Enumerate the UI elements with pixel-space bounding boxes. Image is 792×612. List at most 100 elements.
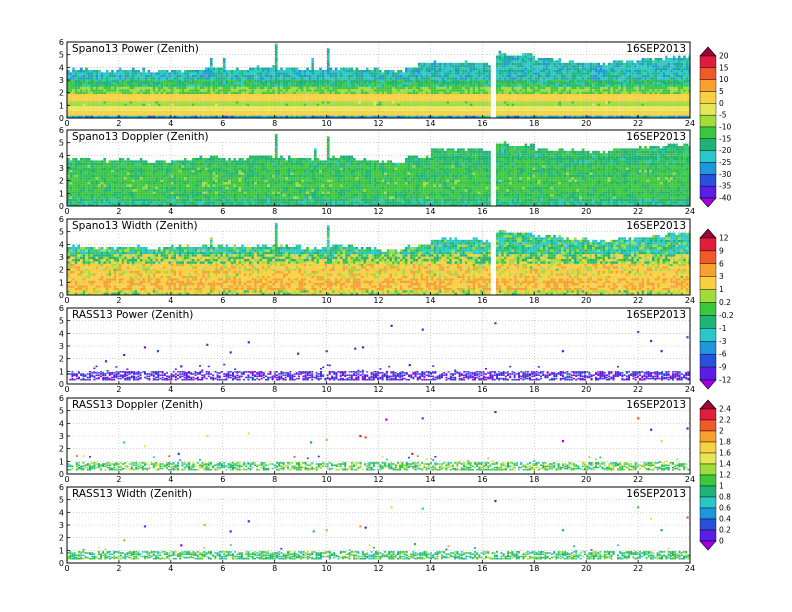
heat-cell (264, 67, 268, 70)
heat-cell (576, 70, 580, 73)
heat-cell (503, 110, 507, 114)
heat-cell (381, 79, 385, 82)
heat-cell (459, 96, 463, 99)
heat-cell (220, 74, 223, 78)
heat-cell (514, 60, 517, 63)
heat-cell (444, 89, 447, 92)
heat-cell (641, 101, 645, 104)
heat-cell (652, 60, 655, 63)
heat-cell (563, 67, 567, 70)
heat-cell (184, 79, 187, 82)
heat-cell (319, 77, 322, 80)
heat-cell (548, 103, 551, 106)
heat-cell (189, 101, 192, 104)
heat-cell (363, 89, 366, 92)
heat-cell (186, 82, 190, 85)
heat-cell (607, 62, 611, 66)
heat-cell (98, 91, 101, 94)
heat-cell (264, 72, 268, 75)
heat-cell (303, 89, 307, 92)
heat-cell (121, 89, 125, 92)
heat-cell (483, 70, 486, 73)
heat-cell (602, 115, 606, 118)
heat-cell (633, 106, 637, 109)
heat-cell (204, 77, 208, 80)
heat-cell (566, 110, 569, 114)
heat-cell (605, 115, 608, 118)
heat-cell (360, 103, 364, 106)
heat-cell (254, 77, 257, 80)
heat-cell (639, 84, 642, 87)
heat-cell (272, 86, 275, 90)
heat-cell (571, 82, 574, 85)
heat-cell (428, 77, 431, 80)
heat-cell (454, 72, 457, 75)
heat-cell (389, 70, 392, 73)
heat-cell (217, 67, 221, 70)
heat-cell (459, 77, 463, 80)
heat-cell (454, 67, 457, 70)
heat-cell (72, 77, 75, 80)
heat-cell (498, 89, 502, 92)
heat-cell (459, 84, 463, 87)
heat-cell (113, 89, 117, 92)
heat-cell (345, 82, 348, 85)
heat-cell (236, 108, 239, 111)
heat-cell (600, 86, 603, 90)
heat-cell (477, 98, 481, 102)
heat-cell (524, 106, 528, 109)
heat-cell (605, 79, 608, 82)
heat-cell (522, 60, 525, 63)
heat-cell (347, 98, 351, 102)
heat-cell (311, 79, 314, 82)
heat-cell (282, 82, 286, 85)
heat-cell (381, 113, 385, 116)
heat-cell (379, 82, 382, 85)
heat-cell (93, 89, 96, 92)
heat-cell (501, 96, 504, 99)
heat-cell (132, 115, 135, 118)
heat-cell (654, 110, 658, 114)
heat-cell (425, 108, 429, 111)
heat-cell (321, 72, 325, 75)
heat-cell (509, 65, 512, 68)
heat-cell (87, 108, 91, 111)
heat-cell (189, 103, 192, 106)
heat-cell (142, 82, 145, 85)
heat-cell (108, 101, 112, 104)
heat-cell (454, 115, 457, 118)
heat-cell (646, 70, 650, 73)
heat-cell (613, 89, 616, 92)
heat-cell (106, 79, 109, 82)
heat-cell (571, 106, 574, 109)
heat-cell (472, 65, 476, 68)
heat-cell (184, 96, 187, 99)
heat-cell (74, 115, 78, 118)
heat-cell (527, 96, 530, 99)
heat-cell (522, 67, 525, 70)
heat-cell (311, 86, 314, 90)
heat-cell (423, 70, 426, 73)
heat-cell (449, 98, 452, 102)
heat-cell (605, 74, 608, 78)
heat-cell (199, 108, 203, 111)
heat-cell (376, 101, 379, 104)
heat-cell (548, 60, 551, 63)
heat-cell (571, 62, 574, 66)
heat-cell (197, 96, 200, 99)
heat-cell (472, 91, 476, 94)
heat-cell (381, 96, 385, 99)
heat-cell (254, 115, 257, 118)
heat-cell (587, 94, 590, 97)
heat-cell (324, 82, 327, 85)
heat-cell (256, 110, 260, 114)
heat-cell (93, 106, 96, 109)
heat-cell (134, 115, 138, 118)
heat-cell (550, 82, 554, 85)
heat-cell (576, 103, 580, 106)
heat-cell (337, 115, 340, 118)
heat-cell (210, 98, 213, 102)
heat-cell (568, 70, 572, 73)
heat-cell (483, 84, 486, 87)
heat-cell (158, 86, 161, 90)
